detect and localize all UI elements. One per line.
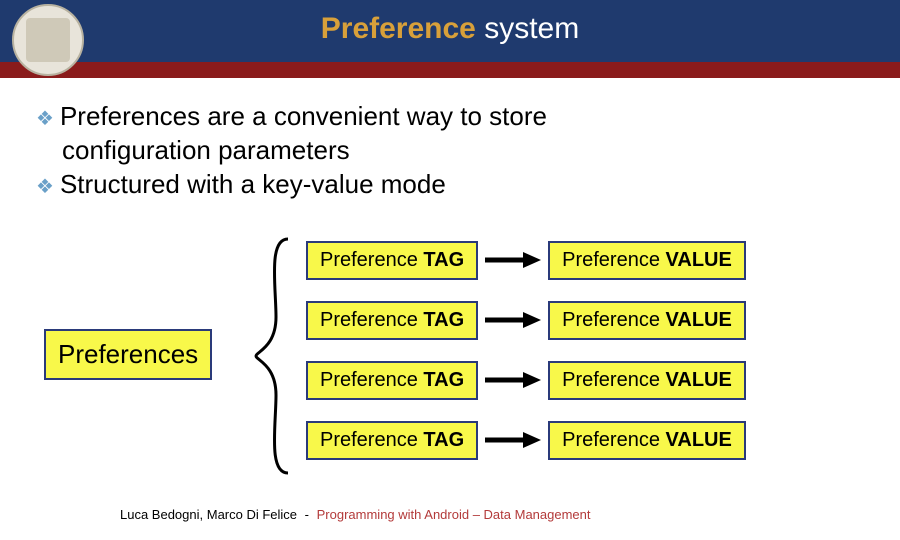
tag-cell: Preference TAG	[306, 421, 478, 460]
arrow-icon	[478, 430, 548, 450]
tag-bold: TAG	[423, 369, 464, 391]
value-cell: Preference VALUE	[548, 301, 746, 340]
seal-inner-icon	[26, 18, 70, 62]
footer-authors: Luca Bedogni, Marco Di Felice	[120, 507, 297, 522]
val-pre: Preference	[562, 369, 665, 391]
diamond-bullet-icon: ❖	[36, 106, 54, 132]
bullet-item: ❖ Structured with a key-value mode	[36, 168, 864, 202]
slide-footer: Luca Bedogni, Marco Di Felice - Programm…	[120, 507, 591, 522]
header-red-bar	[0, 62, 900, 78]
val-bold: VALUE	[666, 309, 732, 331]
curly-brace-icon	[248, 237, 298, 475]
tag-pre: Preference	[320, 249, 423, 271]
preference-row: Preference TAG Preference VALUE	[306, 239, 746, 281]
tag-pre: Preference	[320, 429, 423, 451]
diamond-bullet-icon: ❖	[36, 174, 54, 200]
tag-bold: TAG	[423, 309, 464, 331]
bullet-item: ❖ Preferences are a convenient way to st…	[36, 100, 864, 134]
arrow-icon	[478, 250, 548, 270]
val-pre: Preference	[562, 309, 665, 331]
tag-bold: TAG	[423, 249, 464, 271]
value-cell: Preference VALUE	[548, 421, 746, 460]
bullet-text: Preferences are a convenient way to stor…	[60, 100, 547, 134]
bullet-text: Structured with a key-value mode	[60, 168, 446, 202]
val-pre: Preference	[562, 429, 665, 451]
slide-content: ❖ Preferences are a convenient way to st…	[0, 78, 900, 487]
tag-pre: Preference	[320, 309, 423, 331]
preference-rows: Preference TAG Preference VALUE Preferen…	[306, 239, 746, 479]
university-seal-icon	[12, 4, 84, 76]
slide-header: Preference system	[0, 0, 900, 78]
val-bold: VALUE	[666, 249, 732, 271]
tag-cell: Preference TAG	[306, 301, 478, 340]
tag-bold: TAG	[423, 429, 464, 451]
preference-row: Preference TAG Preference VALUE	[306, 419, 746, 461]
value-cell: Preference VALUE	[548, 241, 746, 280]
slide-title: Preference system	[0, 12, 900, 46]
title-emphasis: Preference	[321, 12, 476, 45]
preference-row: Preference TAG Preference VALUE	[306, 359, 746, 401]
tag-cell: Preference TAG	[306, 241, 478, 280]
preference-row: Preference TAG Preference VALUE	[306, 299, 746, 341]
tag-cell: Preference TAG	[306, 361, 478, 400]
tag-pre: Preference	[320, 369, 423, 391]
val-bold: VALUE	[666, 429, 732, 451]
val-pre: Preference	[562, 249, 665, 271]
preferences-diagram: Preferences Preference TAG Preference VA…	[36, 237, 864, 487]
arrow-icon	[478, 310, 548, 330]
footer-subtitle: Programming with Android – Data Manageme…	[317, 507, 591, 522]
bullet-continuation: configuration parameters	[36, 134, 864, 168]
title-rest: system	[476, 12, 579, 45]
val-bold: VALUE	[666, 369, 732, 391]
footer-dash: -	[305, 507, 309, 522]
arrow-icon	[478, 370, 548, 390]
preferences-box: Preferences	[44, 329, 212, 380]
value-cell: Preference VALUE	[548, 361, 746, 400]
